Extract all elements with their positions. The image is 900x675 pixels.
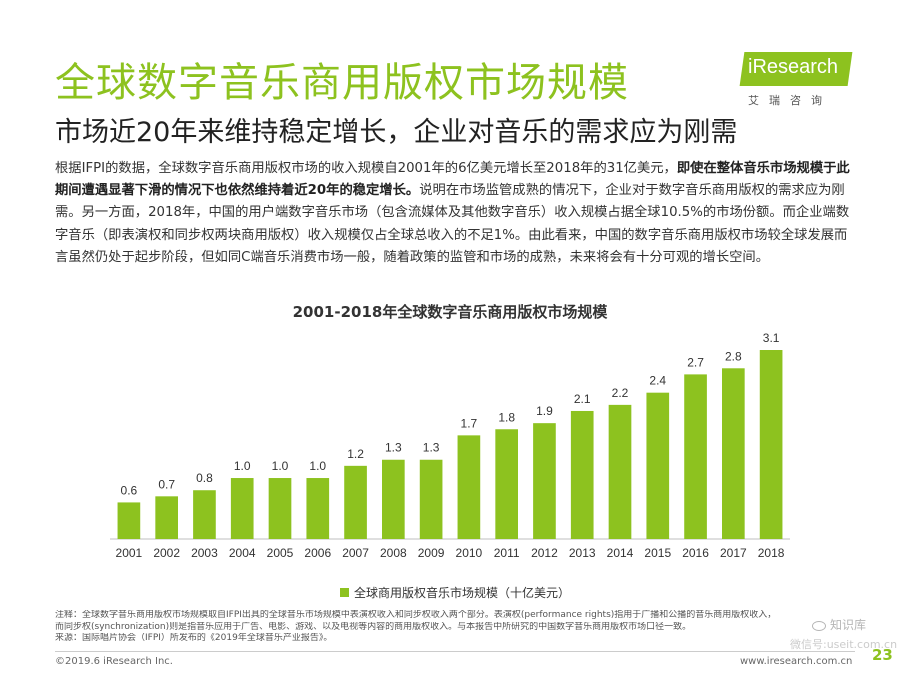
- bar-2014: [608, 404, 632, 539]
- data-label-2013: 2.1: [574, 392, 591, 406]
- x-tick-2005: 2005: [267, 546, 294, 560]
- x-tick-2008: 2008: [380, 546, 407, 560]
- data-label-2005: 1.0: [272, 459, 289, 473]
- watermark-text: 知识库: [830, 618, 867, 632]
- x-tick-2006: 2006: [304, 546, 331, 560]
- intro-text-bold: 即使在整体音乐市场规模于此期间遭遇显著下滑的情况下也依然维持着近20年的稳定增长…: [55, 161, 850, 199]
- x-tick-2002: 2002: [153, 546, 180, 560]
- data-label-2010: 1.7: [461, 416, 478, 430]
- x-tick-2018: 2018: [758, 546, 785, 560]
- chart-title: 2001-2018年全球数字音乐商用版权市场规模: [292, 303, 608, 321]
- data-label-2008: 1.3: [385, 441, 402, 455]
- watermark: 知识库: [812, 616, 866, 633]
- bar-2009: [419, 459, 443, 539]
- bar-2005: [268, 478, 292, 539]
- bar-2007: [344, 465, 367, 539]
- footnote-source: 来源：国际唱片协会（IFPI）所发布的《2019年全球音乐产业报告》。: [55, 633, 333, 643]
- data-label-2001: 0.6: [121, 483, 138, 497]
- data-label-2012: 1.9: [536, 404, 553, 418]
- x-tick-2004: 2004: [229, 546, 256, 560]
- x-tick-2009: 2009: [418, 546, 445, 560]
- x-tick-2016: 2016: [682, 546, 709, 560]
- watermark-id: 微信号:useit.com.cn: [790, 638, 898, 651]
- x-tick-2011: 2011: [494, 546, 520, 560]
- footnote-line-2: 而同步权(synchronization)则是指音乐应用于广告、电影、游戏、以及…: [55, 621, 692, 632]
- bar-2011: [495, 429, 518, 539]
- bar-2001: [117, 502, 141, 539]
- bar-2016: [684, 374, 707, 539]
- x-tick-2001: 2001: [116, 546, 143, 560]
- bar-2018: [759, 350, 783, 539]
- data-label-2002: 0.7: [158, 477, 175, 491]
- bar-2008: [382, 459, 405, 539]
- data-label-2004: 1.0: [234, 459, 251, 473]
- x-tick-2007: 2007: [342, 546, 369, 560]
- copyright: ©2019.6 iResearch Inc.: [55, 656, 173, 667]
- page-subtitle: 市场近20年来维持稳定增长，企业对音乐的需求应为刚需: [55, 117, 738, 148]
- data-label-2014: 2.2: [612, 386, 629, 400]
- x-tick-2012: 2012: [531, 546, 558, 560]
- bar-2015: [646, 392, 670, 539]
- page-title: 全球数字音乐商用版权市场规模: [55, 60, 629, 106]
- bar-2002: [155, 496, 178, 539]
- intro-text-2: 说明在市场监管成熟的情况下，企业对于数字音乐商用版权的需求应为刚需。另一方面，2…: [55, 183, 850, 265]
- intro-text-1: 根据IFPI的数据，全球数字音乐商用版权市场的收入规模自2001年的6亿美元增长…: [55, 161, 677, 176]
- footnote-line-1: 注释：全球数字音乐商用版权市场规模取自IFPI出具的全球音乐市场规模中表演权收入…: [55, 610, 777, 620]
- data-label-2003: 0.8: [196, 471, 213, 485]
- data-label-2015: 2.4: [649, 374, 666, 388]
- wechat-icon: [812, 620, 826, 631]
- data-label-2017: 2.8: [725, 349, 742, 363]
- logo-name: iResearch: [748, 56, 839, 78]
- footer-divider: [55, 651, 855, 652]
- footnote: 注释：全球数字音乐商用版权市场规模取自IFPI出具的全球音乐市场规模中表演权收入…: [55, 610, 845, 645]
- x-tick-2010: 2010: [456, 546, 483, 560]
- page-number: 23: [872, 646, 893, 664]
- bar-2004: [230, 478, 254, 539]
- bar-chart: 0.6 2001 0.7 2002 0.8 2003 1.0 2004 1.0 2005 1.0 20…: [110, 331, 790, 560]
- x-tick-2017: 2017: [720, 546, 747, 560]
- data-label-2016: 2.7: [687, 355, 704, 369]
- data-label-2018: 3.1: [763, 331, 780, 345]
- x-tick-2003: 2003: [191, 546, 218, 560]
- bar-2012: [533, 423, 556, 539]
- x-tick-2014: 2014: [607, 546, 634, 560]
- iresearch-logo: iResearch 艾瑞咨询: [739, 52, 854, 112]
- legend-swatch: [340, 588, 349, 597]
- bar-2017: [722, 368, 745, 539]
- chart-legend: 全球商用版权音乐市场规模（十亿美元）: [340, 584, 570, 601]
- bar-2010: [457, 435, 481, 539]
- data-label-2006: 1.0: [309, 459, 326, 473]
- x-tick-2013: 2013: [569, 546, 596, 560]
- bar-2006: [306, 478, 330, 539]
- bar-2013: [570, 410, 594, 539]
- legend-label: 全球商用版权音乐市场规模（十亿美元）: [354, 586, 571, 600]
- website-link[interactable]: www.iresearch.com.cn: [740, 656, 853, 667]
- bar-2003: [193, 490, 216, 539]
- x-tick-2015: 2015: [644, 546, 671, 560]
- data-label-2011: 1.8: [498, 410, 515, 424]
- data-label-2007: 1.2: [347, 447, 364, 461]
- logo-subtitle: 艾瑞咨询: [748, 94, 832, 107]
- intro-paragraph: 根据IFPI的数据，全球数字音乐商用版权市场的收入规模自2001年的6亿美元增长…: [55, 158, 855, 269]
- data-label-2009: 1.3: [423, 441, 440, 455]
